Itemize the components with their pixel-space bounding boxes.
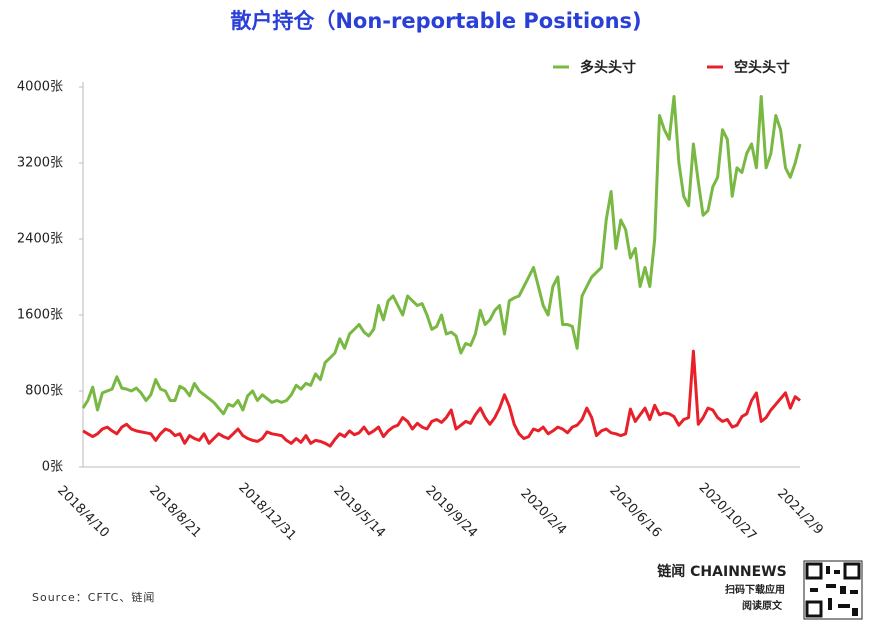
- source: Source：CFTC、链闻: [32, 590, 155, 604]
- x-tick-label: 2019/5/14: [330, 483, 388, 541]
- brand-name: 链闻 CHAINNEWS: [657, 563, 786, 580]
- qr-code: [803, 560, 863, 620]
- y-tick-label: 1600张: [17, 308, 63, 323]
- y-tick-label: 2400张: [17, 232, 63, 247]
- x-tick-label: 2020/6/16: [606, 483, 664, 541]
- x-tick-label: 2020/10/27: [696, 480, 760, 544]
- series-line: [82, 349, 801, 448]
- chart-title: 散户持仓（Non-reportable Positions): [230, 9, 641, 33]
- brand-line: 阅读原文: [742, 599, 783, 612]
- legend-label: 多头头寸: [580, 59, 636, 76]
- series-line: [81, 95, 802, 416]
- x-tick-label: 2018/4/10: [54, 483, 112, 541]
- x-tick-label: 2019/9/24: [422, 483, 480, 541]
- x-tick-label: 2018/8/21: [146, 483, 204, 541]
- x-tick-label: 2021/2/9: [774, 486, 826, 538]
- x-tick-label: 2018/12/31: [235, 480, 299, 544]
- y-tick-label: 800张: [25, 384, 63, 399]
- brand-line: 扫码下载应用: [725, 583, 785, 596]
- legend-label: 空头头寸: [734, 59, 790, 76]
- y-tick-label: 3200张: [17, 156, 63, 171]
- x-tick-label: 2020/2/4: [517, 486, 569, 538]
- y-tick-label: 4000张: [17, 80, 63, 95]
- y-tick-label: 0张: [42, 460, 63, 475]
